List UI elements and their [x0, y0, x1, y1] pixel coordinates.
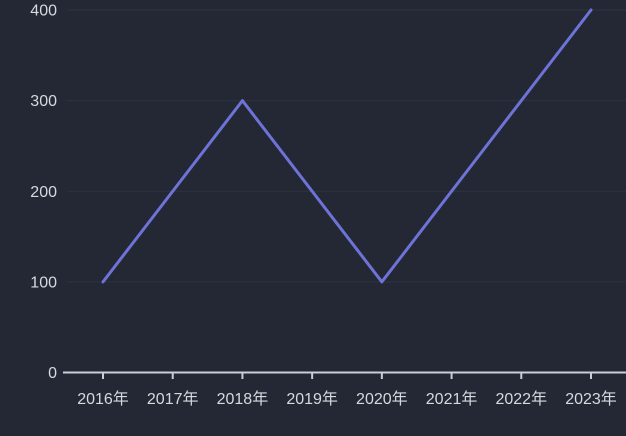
x-tick-label: 2017年 [147, 390, 199, 408]
x-tick-label: 2022年 [495, 390, 547, 408]
y-tick-label: 400 [30, 3, 57, 20]
x-tick-label: 2018年 [217, 390, 269, 408]
series-line [101, 8, 593, 284]
y-tick-label: 0 [48, 365, 57, 382]
y-tick-label: 200 [30, 184, 57, 201]
y-tick-label: 300 [30, 93, 57, 110]
x-tick-label: 2021年 [426, 390, 478, 408]
x-tick-label: 2020年 [356, 390, 408, 408]
y-tick-label: 100 [30, 274, 57, 291]
x-tick-label: 2023年 [565, 390, 617, 408]
x-tick-label: 2019年 [286, 390, 338, 408]
x-tick-label: 2016年 [77, 390, 129, 408]
